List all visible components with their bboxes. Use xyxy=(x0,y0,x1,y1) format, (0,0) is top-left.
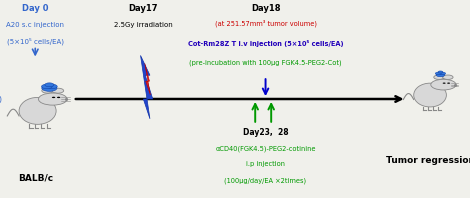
Text: (at 251.57mm³ tumor volume): (at 251.57mm³ tumor volume) xyxy=(214,20,317,27)
Text: Day18: Day18 xyxy=(251,4,280,13)
Text: (100μg/day/EA ×2times): (100μg/day/EA ×2times) xyxy=(225,177,306,184)
Text: Day 0: Day 0 xyxy=(22,4,48,13)
Circle shape xyxy=(436,73,445,77)
Circle shape xyxy=(447,83,450,84)
Circle shape xyxy=(431,79,456,90)
Circle shape xyxy=(39,93,67,105)
Circle shape xyxy=(57,97,60,98)
Circle shape xyxy=(443,83,446,84)
Text: αCD40(FGK4.5)-PEG2-cotinine: αCD40(FGK4.5)-PEG2-cotinine xyxy=(215,146,316,152)
Text: Cot-Rm28Z T i.v injection (5×10⁵ cells/EA): Cot-Rm28Z T i.v injection (5×10⁵ cells/E… xyxy=(188,40,344,47)
Circle shape xyxy=(42,88,54,93)
Text: BALB/c: BALB/c xyxy=(18,174,53,183)
Circle shape xyxy=(434,75,444,79)
Text: (5×10⁵ cells/EA): (5×10⁵ cells/EA) xyxy=(7,38,64,45)
Circle shape xyxy=(440,72,446,75)
Text: A20 s.c injection: A20 s.c injection xyxy=(6,22,64,28)
Circle shape xyxy=(443,75,453,79)
Text: Tumor regression: Tumor regression xyxy=(385,156,470,165)
Circle shape xyxy=(52,88,64,93)
Text: Day23,  28: Day23, 28 xyxy=(243,128,289,137)
Ellipse shape xyxy=(414,83,446,107)
Circle shape xyxy=(41,84,52,89)
Text: (pre-incubation with 100μg FGK4.5-PEG2-Cot): (pre-incubation with 100μg FGK4.5-PEG2-C… xyxy=(189,59,342,66)
Circle shape xyxy=(47,84,57,89)
Circle shape xyxy=(42,85,57,91)
Circle shape xyxy=(435,72,441,75)
Circle shape xyxy=(438,71,443,73)
Circle shape xyxy=(45,83,54,87)
Text: Day17: Day17 xyxy=(129,4,158,13)
Polygon shape xyxy=(141,55,153,119)
Ellipse shape xyxy=(19,97,56,124)
Text: i.p injection: i.p injection xyxy=(246,161,285,167)
Circle shape xyxy=(52,97,55,98)
Polygon shape xyxy=(145,63,150,95)
Text: 2.5Gy irradiation: 2.5Gy irradiation xyxy=(114,22,173,28)
Text: A20: A20 xyxy=(0,96,3,106)
